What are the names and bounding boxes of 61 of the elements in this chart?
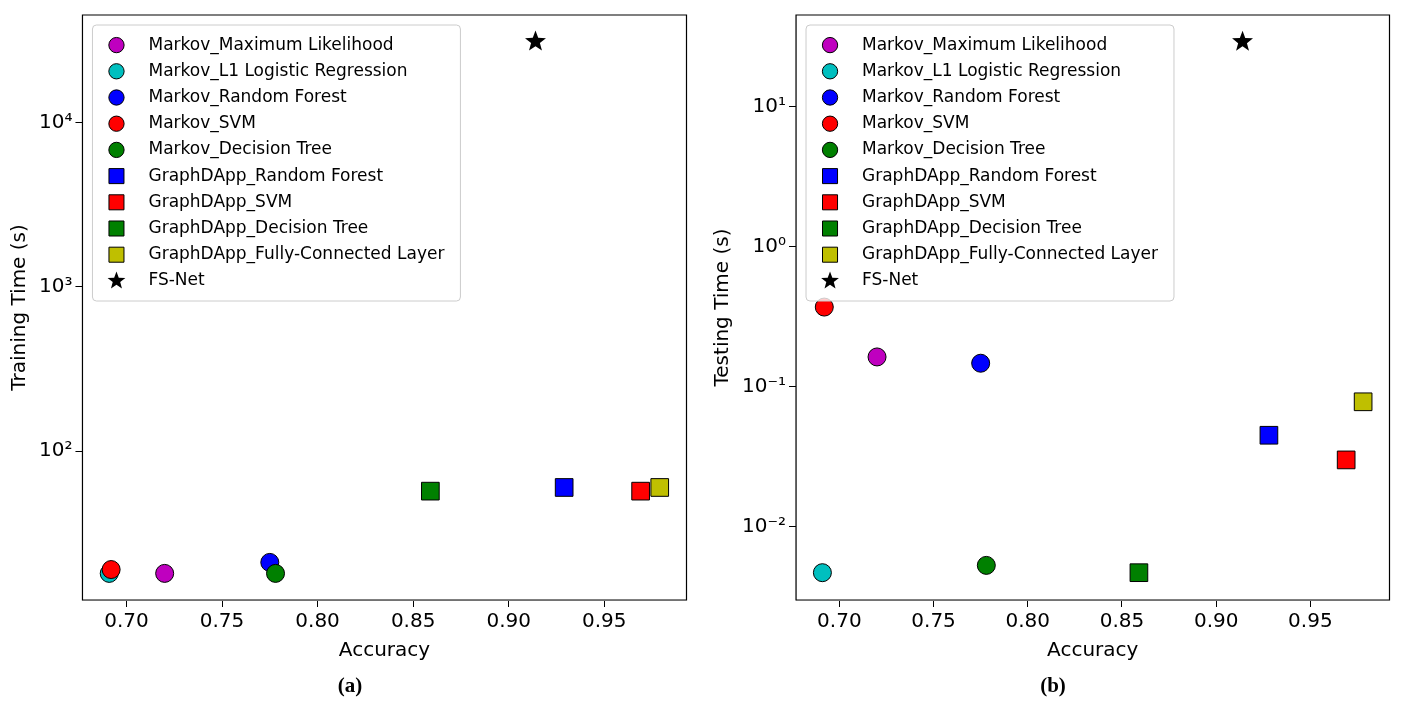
legend-label: GraphDApp_SVM [862, 190, 1006, 212]
x-tick-label: 0.90 [486, 608, 531, 633]
x-tick-label: 0.95 [1288, 608, 1333, 633]
point [1129, 563, 1149, 583]
legend-label: GraphDApp_Random Forest [862, 164, 1097, 186]
legend-label: GraphDApp_Random Forest [148, 164, 384, 186]
point [650, 478, 670, 497]
y-tick-label: 10⁻² [741, 512, 787, 537]
legend-label: GraphDApp_Fully-Connected Layer [862, 243, 1158, 265]
x-tick-label: 0.90 [1193, 608, 1239, 633]
legend-label: FS-Net [148, 269, 206, 290]
y-axis-title: Training Time (s) [6, 224, 31, 392]
y-tick-label: 10³ [39, 272, 73, 297]
point [1232, 30, 1254, 51]
point [971, 353, 991, 373]
legend-label: GraphDApp_SVM [148, 190, 293, 212]
legend-label: Markov_Random Forest [862, 85, 1061, 107]
legend-label: GraphDApp_Fully-Connected Layer [148, 243, 445, 265]
x-tick-label: 0.85 [1099, 608, 1145, 633]
y-axis-title: Testing Time (s) [709, 228, 734, 388]
legend-label: Markov_Maximum Likelihood [862, 33, 1108, 55]
x-tick-label: 0.95 [582, 608, 627, 633]
legend-label: Markov_L1 Logistic Regression [148, 59, 408, 81]
point [266, 563, 286, 583]
text: (b) [1039, 673, 1067, 698]
y-tick-label: 10⁰ [752, 232, 787, 257]
point [1259, 425, 1279, 445]
point [812, 563, 832, 583]
legend-label: Markov_Decision Tree [862, 138, 1046, 160]
y-tick-label: 10⁴ [39, 108, 73, 133]
x-axis-title: Accuracy [338, 637, 431, 662]
point [421, 481, 440, 501]
legend-label: FS-Net [862, 269, 919, 290]
legend-label: Markov_SVM [148, 112, 256, 134]
x-tick-label: 0.70 [104, 608, 149, 633]
legend-label: GraphDApp_Decision Tree [862, 216, 1082, 238]
legend-label: Markov_Random Forest [148, 85, 348, 107]
point [554, 478, 574, 497]
legend-label: Markov_SVM [862, 112, 970, 134]
point [631, 481, 650, 501]
point [1353, 392, 1373, 412]
point [525, 30, 546, 51]
x-tick-label: 0.70 [817, 608, 862, 633]
point [155, 563, 175, 583]
point [1336, 450, 1356, 470]
text: (a) [336, 673, 364, 698]
y-tick-label: 10⁻¹ [741, 372, 787, 397]
x-tick-label: 0.85 [390, 608, 436, 633]
point [976, 555, 996, 575]
y-tick-label: 10² [39, 437, 73, 462]
legend-label: Markov_L1 Logistic Regression [862, 59, 1122, 81]
x-tick-label: 0.75 [199, 608, 245, 633]
legend-label: Markov_Maximum Likelihood [148, 33, 394, 55]
point [867, 347, 887, 367]
x-tick-label: 0.75 [911, 608, 956, 633]
x-tick-label: 0.80 [1005, 608, 1051, 633]
x-axis-title: Accuracy [1047, 637, 1139, 662]
x-tick-label: 0.80 [295, 608, 340, 633]
legend-label: Markov_Decision Tree [148, 138, 332, 160]
legend-label: GraphDApp_Decision Tree [148, 216, 369, 238]
y-tick-label: 10¹ [752, 92, 787, 117]
